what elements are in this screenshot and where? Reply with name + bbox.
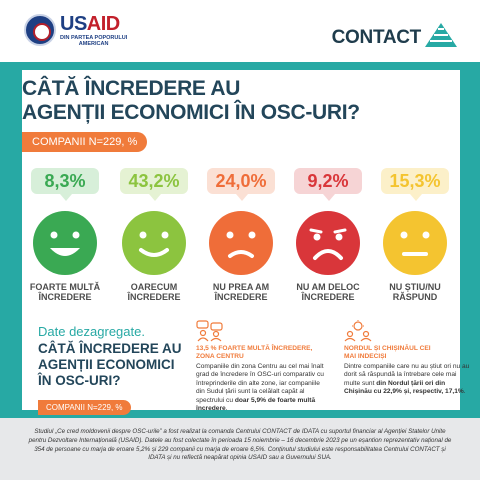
very-happy-face-icon — [33, 211, 97, 275]
sad-face-icon — [209, 211, 273, 275]
very-sad-face-icon — [296, 211, 360, 275]
value-bubble: 43,2% — [120, 168, 188, 201]
finding-north: NORDUL ȘI CHIȘINĂUL CEI MAI INDECIȘI Din… — [344, 320, 474, 397]
face-item-not-much: 24,0% NU PREA AM ÎNCREDERE — [200, 168, 282, 302]
finding-heading: 13,5 % FOARTE MULTĂ ÎNCREDERE, ZONA CENT… — [196, 345, 313, 360]
usaid-logo: USAID DIN PARTEA POPORULUI AMERICAN — [24, 14, 127, 47]
usaid-seal-icon — [24, 14, 56, 46]
finding-heading: NORDUL ȘI CHIȘINĂUL CEI MAI INDECIȘI — [344, 345, 431, 360]
contact-triangle-icon — [425, 23, 457, 47]
footer-disclaimer: Studiul „Ce cred moldovenii despre OSC-u… — [28, 428, 452, 462]
face-label: OARECUM ÎNCREDERE — [127, 282, 181, 302]
faces-row: 8,3% FOARTE MULTĂ ÎNCREDERE 43,2% OARECUM… — [22, 168, 460, 308]
finding-text: Dintre companiile care nu au știut ori n… — [344, 363, 470, 396]
contact-wordmark: CONTACT — [331, 27, 422, 48]
header: USAID DIN PARTEA POPORULUI AMERICAN CONT… — [0, 0, 480, 62]
face-item-none: 9,2% NU AM DELOC ÎNCREDERE — [287, 168, 369, 302]
usaid-tagline: DIN PARTEA POPORULUI AMERICAN — [60, 35, 128, 47]
page-title: CÂTĂ ÎNCREDERE AU AGENȚII ECONOMICI ÎN O… — [22, 77, 360, 124]
disaggregated-title: CÂTĂ ÎNCREDERE AU AGENȚII ECONOMICI ÎN O… — [38, 341, 182, 388]
disaggregated-section — [22, 318, 460, 410]
face-item-dont-know: 15,3% NU ȘTIU/NU RĂSPUND — [374, 168, 456, 302]
neutral-face-icon — [383, 211, 447, 275]
value-bubble: 8,3% — [31, 168, 99, 201]
face-label: NU ȘTIU/NU RĂSPUND — [389, 282, 441, 302]
value-bubble: 9,2% — [294, 168, 362, 201]
disaggregated-subtitle: Date dezagregate. — [38, 324, 145, 339]
face-label: NU PREA AM ÎNCREDERE — [212, 282, 270, 302]
value-bubble: 24,0% — [207, 168, 275, 201]
people-discussion-icon — [196, 320, 223, 342]
idea-people-icon — [344, 320, 372, 342]
face-label: NU AM DELOC ÎNCREDERE — [296, 282, 360, 302]
usaid-wordmark: USAID — [60, 13, 120, 35]
happy-face-icon — [122, 211, 186, 275]
sample-size-badge: COMPANII N=229, % — [22, 132, 148, 152]
disaggregated-sample-badge: COMPANII N=229, % — [38, 400, 131, 415]
value-bubble: 15,3% — [381, 168, 449, 201]
finding-text: Companiile din zona Centru au cel mai în… — [196, 363, 324, 413]
face-label: FOARTE MULTĂ ÎNCREDERE — [29, 282, 101, 302]
face-item-somewhat: 43,2% OARECUM ÎNCREDERE — [113, 168, 195, 302]
contact-logo: CONTACT — [332, 22, 458, 48]
footer: Studiul „Ce cred moldovenii despre OSC-u… — [0, 418, 480, 480]
finding-center: 13,5 % FOARTE MULTĂ ÎNCREDERE, ZONA CENT… — [196, 320, 326, 413]
face-item-very-much: 8,3% FOARTE MULTĂ ÎNCREDERE — [24, 168, 106, 302]
